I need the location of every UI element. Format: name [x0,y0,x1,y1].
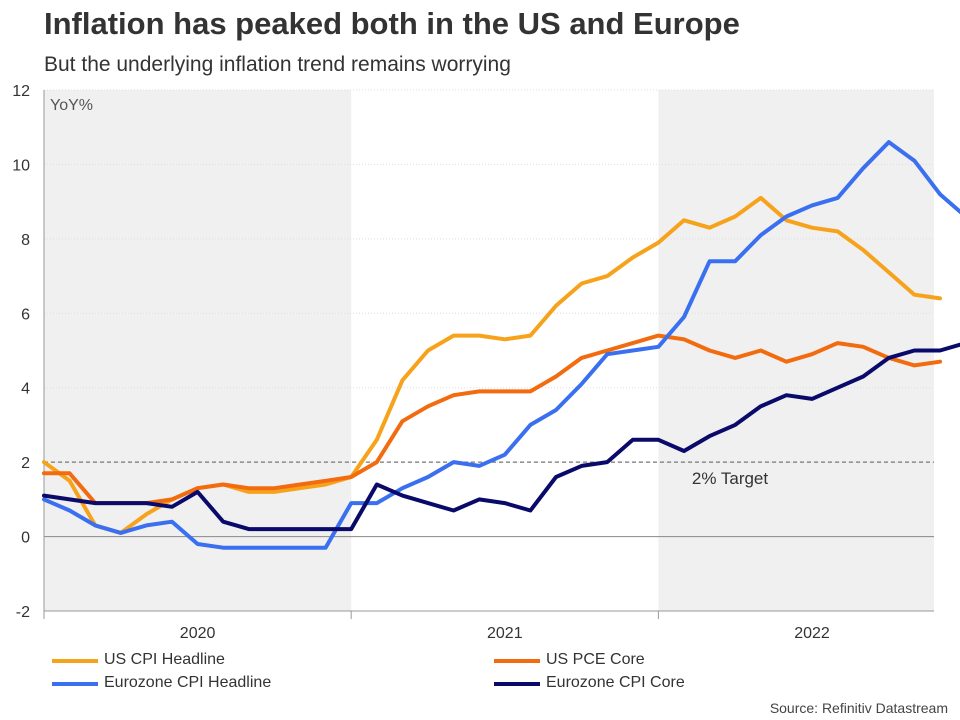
legend-label-ez-cpi: Eurozone CPI Headline [104,674,272,691]
y-tick-label: 10 [12,157,30,174]
series-ez-cpi-core [42,342,960,532]
series-us-pce-core [42,333,942,506]
legend-swatch-ez-core [494,682,540,686]
shaded-band-2020 [44,90,352,611]
x-tick-label: 2022 [794,625,830,642]
y-tick-label: 2 [21,455,30,472]
chart-subtitle: But the underlying inflation trend remai… [44,53,511,76]
y-tick-label: 4 [21,381,30,398]
y-tick-label: 6 [21,306,30,323]
legend-label-us-pce: US PCE Core [546,651,645,668]
shaded-band-2022 [658,90,934,611]
target-label: 2% Target [692,469,769,488]
y-tick-label: 0 [21,530,30,547]
y-tick-label: 12 [12,83,30,100]
y-tick-label: 8 [21,232,30,249]
legend-swatch-us-pce [494,659,540,663]
legend-swatch-ez-cpi [52,682,98,686]
x-tick-label: 2021 [487,625,523,642]
y-axis-label: YoY% [50,97,93,114]
legend-label-ez-core: Eurozone CPI Core [546,674,685,691]
y-tick-label: -2 [16,604,30,621]
x-tick-label: 2020 [180,625,216,642]
source-note: Source: Refinitiv Datastream [769,700,948,716]
series-ez-cpi-headline [42,140,960,550]
legend-label-us-cpi: US CPI Headline [104,651,225,668]
legend-swatch-us-cpi [52,659,98,663]
chart-title: Inflation has peaked both in the US and … [44,6,740,41]
